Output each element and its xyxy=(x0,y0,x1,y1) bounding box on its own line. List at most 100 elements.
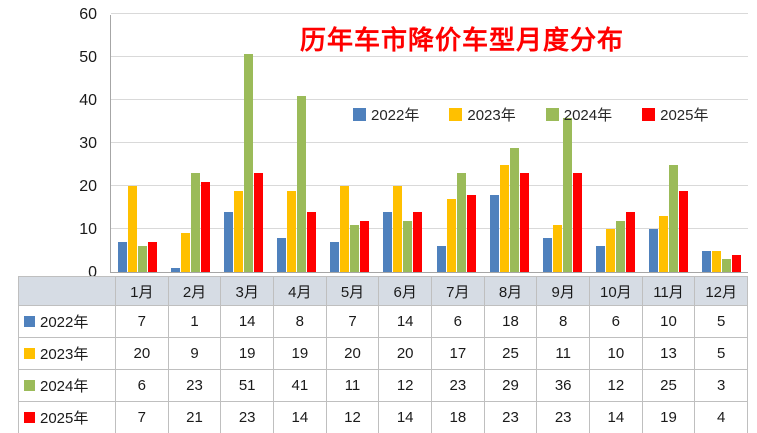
bar xyxy=(234,190,244,272)
gridline xyxy=(111,56,748,57)
bar xyxy=(224,212,234,272)
bar xyxy=(542,237,552,272)
table-cell: 36 xyxy=(537,370,590,402)
legend: 2022年 2023年 2024年 2025年 xyxy=(353,104,709,125)
bar-group xyxy=(695,15,748,272)
y-axis-tick-label: 60 xyxy=(79,6,97,23)
table-cell: 23 xyxy=(221,402,274,433)
series-name: 2025年 xyxy=(40,410,89,427)
bar xyxy=(307,212,317,272)
bar xyxy=(489,194,499,272)
table-cell: 21 xyxy=(168,402,222,433)
bar xyxy=(191,173,201,272)
table-cell: 12 xyxy=(590,370,643,402)
table-cell: 14 xyxy=(221,306,274,338)
y-axis-tick-label: 0 xyxy=(88,264,97,281)
bar-group xyxy=(111,15,164,272)
table-cell: 4 xyxy=(695,402,748,433)
bar xyxy=(605,229,615,272)
bar xyxy=(330,242,340,272)
legend-swatch xyxy=(642,108,656,121)
table-cell: 29 xyxy=(484,370,538,402)
table-cell: 23 xyxy=(537,402,590,433)
table-cell: 23 xyxy=(484,402,538,433)
table-cell: 12 xyxy=(326,402,380,433)
table-header-cell: 9月 xyxy=(537,277,590,306)
bar-group xyxy=(323,15,376,272)
table-cell: 17 xyxy=(432,338,485,370)
bar-group xyxy=(376,15,429,272)
legend-label: 2023年 xyxy=(467,107,516,124)
bar xyxy=(383,212,393,272)
bar xyxy=(181,233,191,272)
table-header-cell: 12月 xyxy=(695,277,748,306)
gridline xyxy=(111,99,748,100)
table-cell: 8 xyxy=(537,306,590,338)
bar xyxy=(277,237,287,272)
table-cell: 23 xyxy=(432,370,485,402)
table-cell: 7 xyxy=(116,402,169,433)
bar xyxy=(572,173,582,272)
table-cell: 6 xyxy=(590,306,643,338)
series-swatch xyxy=(24,412,35,423)
bar xyxy=(171,267,181,272)
table-cell: 23 xyxy=(168,370,222,402)
bar xyxy=(456,173,466,272)
legend-item: 2022年 xyxy=(353,104,419,125)
bar-group xyxy=(164,15,217,272)
bar-group xyxy=(270,15,323,272)
table-cell: 20 xyxy=(326,338,380,370)
legend-swatch xyxy=(545,108,559,121)
table-cell: 18 xyxy=(432,402,485,433)
bar-group xyxy=(589,15,642,272)
legend-item: 2024年 xyxy=(545,104,613,125)
bar xyxy=(615,220,625,272)
table-row-header: 2024年 xyxy=(19,370,116,402)
table-cell: 6 xyxy=(116,370,169,402)
bar xyxy=(403,220,413,272)
bar xyxy=(519,173,529,272)
table-cell: 9 xyxy=(168,338,222,370)
table-cell: 6 xyxy=(432,306,485,338)
bar xyxy=(446,199,456,272)
bar xyxy=(393,186,403,272)
legend-swatch xyxy=(449,108,463,121)
series-swatch xyxy=(24,380,35,391)
table-cell: 19 xyxy=(274,338,327,370)
series-name: 2023年 xyxy=(40,346,89,363)
table-header-cell: 10月 xyxy=(590,277,643,306)
table-cell: 10 xyxy=(590,338,643,370)
table-cell: 25 xyxy=(484,338,538,370)
bar xyxy=(297,96,307,272)
table-header-cell: 6月 xyxy=(379,277,432,306)
table-header-cell: 5月 xyxy=(326,277,380,306)
table-cell: 20 xyxy=(116,338,169,370)
table-header-cell: 8月 xyxy=(484,277,538,306)
table-header-cell: 7月 xyxy=(432,277,485,306)
table-cell: 14 xyxy=(590,402,643,433)
gridline xyxy=(111,13,748,14)
y-axis-tick-label: 30 xyxy=(79,135,97,152)
table-cell: 13 xyxy=(642,338,696,370)
bar xyxy=(668,164,678,272)
legend-label: 2024年 xyxy=(563,107,613,124)
series-swatch xyxy=(24,316,35,327)
table-row-header: 2023年 xyxy=(19,338,116,370)
table-header-cell: 1月 xyxy=(116,277,169,306)
table-cell: 11 xyxy=(326,370,380,402)
bar xyxy=(148,242,158,272)
bar xyxy=(244,53,254,272)
bar xyxy=(625,212,635,272)
bar-group xyxy=(217,15,270,272)
table-cell: 18 xyxy=(484,306,538,338)
bar xyxy=(138,246,148,272)
gridline xyxy=(111,185,748,186)
plot-area xyxy=(110,13,748,273)
bar xyxy=(201,182,211,272)
legend-swatch xyxy=(353,108,366,121)
table-corner-cell xyxy=(19,277,116,306)
table-cell: 25 xyxy=(642,370,696,402)
legend-item: 2023年 xyxy=(449,104,516,125)
bar xyxy=(128,186,138,272)
legend-label: 2022年 xyxy=(371,107,420,124)
